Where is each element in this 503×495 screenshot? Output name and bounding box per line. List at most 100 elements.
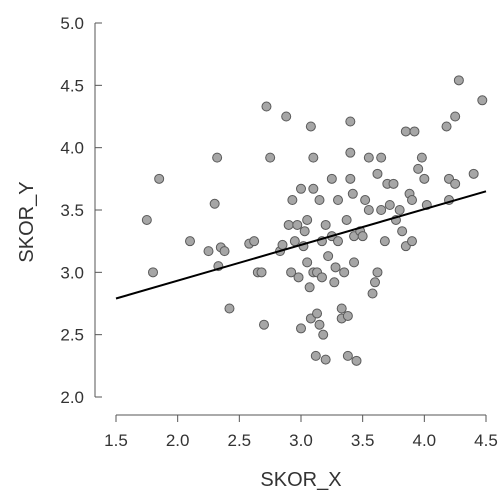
data-point [320, 354, 331, 365]
data-point [407, 236, 417, 247]
y-tick-label: 2.0 [60, 388, 84, 407]
data-point [407, 195, 417, 206]
data-point [299, 226, 310, 237]
data-point [342, 350, 353, 361]
data-point [336, 303, 347, 314]
regression-line [115, 190, 487, 300]
data-point [326, 173, 337, 184]
data-point [333, 195, 343, 206]
data-point [339, 267, 350, 278]
data-point [302, 214, 313, 225]
data-point [409, 126, 420, 137]
data-point [185, 236, 195, 247]
data-point [302, 257, 313, 268]
data-point [363, 205, 374, 215]
data-point [330, 262, 341, 273]
data-point [318, 329, 329, 340]
data-point [287, 195, 298, 206]
x-tick-label: 4.0 [413, 431, 437, 450]
data-point [450, 178, 461, 189]
data-point [379, 236, 390, 247]
y-tick-label: 3.0 [60, 263, 84, 282]
data-point [292, 219, 303, 230]
data-point [477, 95, 488, 106]
data-point [312, 308, 323, 319]
y-tick-label: 4.5 [60, 76, 84, 95]
data-point [400, 126, 411, 137]
data-point [141, 214, 152, 225]
data-point [323, 251, 334, 262]
data-point [308, 152, 319, 163]
data-point [265, 152, 276, 163]
data-point [367, 288, 378, 299]
data-point [347, 188, 358, 199]
data-point [376, 205, 387, 215]
data-point [148, 267, 158, 278]
data-point [314, 195, 325, 206]
data-point [450, 111, 461, 122]
data-point [293, 272, 304, 283]
data-point [154, 173, 165, 184]
data-point [349, 257, 360, 268]
data-point [345, 116, 356, 127]
data-point [286, 267, 297, 278]
data-point [289, 236, 300, 247]
data-point [203, 246, 214, 257]
data-point [308, 183, 319, 194]
data-point [453, 75, 464, 86]
data-point [370, 277, 380, 288]
data-point [316, 272, 327, 283]
data-point [219, 246, 230, 257]
data-point [209, 198, 220, 209]
data-point [397, 226, 408, 237]
x-tick-label: 2.0 [166, 431, 190, 450]
data-point [363, 152, 374, 163]
data-point [419, 173, 430, 184]
data-point [357, 231, 368, 242]
x-axis-label: SKOR_X [260, 469, 341, 491]
data-point [372, 267, 383, 278]
y-tick-label: 5.0 [60, 14, 84, 33]
data-point [416, 152, 427, 163]
data-point [281, 111, 292, 122]
data-point [283, 219, 294, 230]
data-point [360, 195, 371, 206]
y-axis-label: SKOR_Y [16, 181, 38, 262]
data-point [296, 183, 306, 194]
data-point [256, 267, 267, 278]
data-point [320, 219, 331, 230]
data-point [441, 121, 452, 132]
data-point [212, 152, 223, 163]
data-point [413, 163, 424, 174]
data-point [314, 319, 325, 330]
data-point [468, 168, 479, 179]
data-point [259, 319, 269, 330]
data-point [333, 236, 343, 247]
data-point [310, 350, 321, 361]
data-point [304, 282, 315, 293]
data-point [342, 310, 353, 321]
data-point [394, 205, 405, 215]
x-tick-label: 3.0 [289, 431, 313, 450]
data-point [341, 214, 352, 225]
data-point [305, 121, 316, 132]
data-point [384, 200, 395, 211]
data-point [249, 236, 260, 247]
data-point [345, 147, 356, 158]
y-tick-label: 2.5 [60, 326, 84, 345]
data-point [329, 277, 340, 288]
x-tick-label: 2.5 [228, 431, 252, 450]
data-point [345, 173, 356, 184]
data-point [351, 355, 362, 366]
data-point [388, 178, 399, 189]
y-tick-label: 3.5 [60, 201, 84, 220]
x-tick-label: 1.5 [104, 431, 128, 450]
data-point [296, 323, 306, 334]
data-point [224, 303, 235, 314]
y-tick-label: 4.0 [60, 139, 84, 158]
data-point [261, 101, 272, 112]
data-point [372, 168, 383, 179]
x-tick-label: 4.5 [474, 431, 498, 450]
x-tick-label: 3.5 [351, 431, 375, 450]
